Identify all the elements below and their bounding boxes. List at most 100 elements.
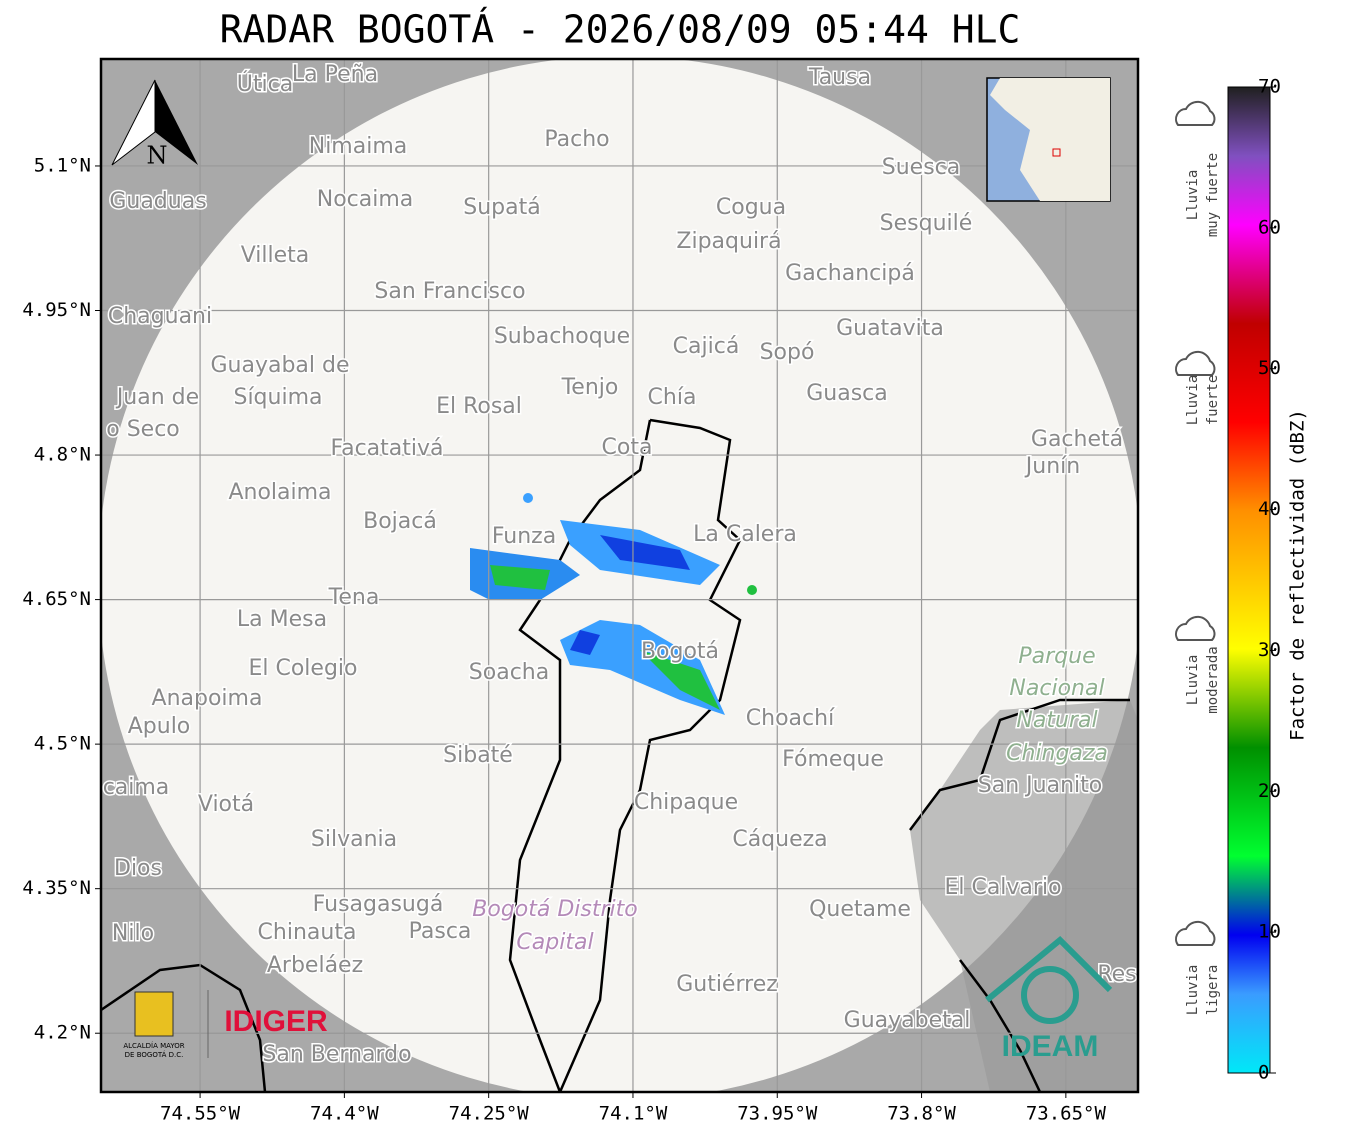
y-tick-label: 4.35°N (22, 877, 91, 899)
place-label: San Bernardo (262, 1042, 411, 1067)
place-label: Chía (648, 385, 697, 410)
place-label: Sesquilé (880, 211, 973, 236)
x-tick-label: 74.25°W (449, 1103, 530, 1125)
place-label: Cota (602, 435, 653, 460)
y-tick-label: 4.65°N (22, 588, 91, 610)
logo-idiger: IDIGER (224, 1005, 328, 1038)
place-label: Natural (1016, 708, 1097, 733)
place-label: Tausa (808, 65, 871, 90)
place-label: Guayabetal (844, 1008, 971, 1033)
place-label: Guatavita (836, 316, 944, 341)
place-label: Guasca (806, 381, 888, 406)
boundary (101, 698, 1130, 1092)
place-label: Gachancipá (785, 261, 915, 286)
place-label: Anapoima (152, 686, 263, 711)
rain-category: Lluvia fuerte (1175, 350, 1221, 426)
colorbar-tick-label: 70 (1258, 76, 1281, 98)
boundary (508, 419, 652, 1092)
inset-map (986, 77, 1111, 202)
colorbar-tick-label: 10 (1258, 921, 1281, 943)
place-label: Zipaquirá (676, 229, 781, 254)
rain-category-label: Lluvia (1185, 655, 1201, 706)
x-tick-label: 73.95°W (737, 1103, 818, 1125)
place-label: Nilo (112, 921, 154, 946)
place-label: Capital (516, 930, 593, 955)
place-label: Nocaima (317, 187, 414, 212)
place-label: Juan de (115, 385, 199, 410)
place-label: Facatativá (330, 436, 443, 461)
logo-ideam: IDEAM (1002, 1030, 1099, 1063)
place-label: Subachoque (494, 324, 630, 349)
place-label: Viotá (198, 792, 254, 817)
place-label: La Calera (693, 522, 797, 547)
rain-category-label: moderada (1205, 646, 1221, 713)
place-label: Chinauta (258, 920, 357, 945)
colorbar-tick-label: 30 (1258, 639, 1281, 661)
place-label: Útica (237, 71, 293, 97)
colorbar-tick-label: 20 (1258, 780, 1281, 802)
radar-coverage (101, 59, 1138, 1092)
place-label: Síquima (233, 385, 322, 410)
north-label: N (147, 142, 168, 170)
place-label: Tena (328, 585, 380, 610)
place-label: Chingaza (1006, 741, 1108, 766)
place-label: San Juanito (978, 773, 1102, 798)
place-label: Tenjo (561, 375, 619, 400)
place-label: Quetame (809, 897, 911, 922)
place-label: caima (103, 775, 170, 800)
place-label: Villeta (241, 243, 310, 268)
place-label: Funza (492, 524, 556, 549)
place-label: La Mesa (237, 607, 327, 632)
place-label: o Seco (106, 417, 180, 442)
north-arrow: N (111, 79, 198, 170)
place-label: Junín (1024, 454, 1080, 479)
place-label: Sibaté (443, 743, 513, 768)
rain-category-label: Lluvia (1185, 965, 1201, 1016)
place-label: Bogotá (641, 639, 719, 664)
place-label: Pacho (544, 127, 609, 152)
x-tick-label: 74.4°W (310, 1103, 379, 1125)
colorbar-tick-label: 40 (1258, 498, 1281, 520)
colorbar-tick-label: 60 (1258, 216, 1281, 238)
place-label: El Colegio (248, 656, 357, 681)
logo-text: DE BOGOTÁ D.C. (125, 1050, 184, 1059)
logos: ALCALDÍA MAYOR DE BOGOTÁ D.C. IDIGER IDE… (123, 935, 1113, 1063)
place-label: Sopó (760, 340, 815, 365)
y-tick-label: 4.8°N (34, 444, 91, 466)
place-label: Guayabal de (210, 353, 349, 378)
place-label: Silvania (311, 827, 397, 852)
colorbar (1227, 86, 1271, 1074)
radar-echoes (470, 493, 757, 715)
place-label: Fómeque (782, 747, 884, 772)
y-tick-label: 4.5°N (34, 733, 91, 755)
grid (101, 59, 1138, 1092)
rain-category-label: ligera (1205, 965, 1221, 1016)
place-label: Supatá (463, 195, 540, 220)
place-label: Parque (1018, 644, 1095, 669)
place-label: Bogotá Distrito (472, 897, 637, 922)
weather-icon (1175, 615, 1216, 641)
boundary (558, 418, 742, 1092)
place-label: Bojacá (363, 509, 437, 534)
place-label: Soacha (469, 660, 549, 685)
place-label: Choachí (746, 706, 835, 731)
place-label: Cogua (716, 195, 786, 220)
place-label: La Peña (292, 62, 378, 87)
place-label: El Rosal (436, 394, 522, 419)
logo-text: ALCALDÍA MAYOR (123, 1041, 184, 1050)
map-frame (99, 57, 1140, 1094)
place-label: Pasca (409, 919, 472, 944)
place-label: Guaduas (109, 189, 206, 214)
place-label: El Calvario (944, 875, 1061, 900)
colorbar-tick-label: 50 (1258, 357, 1281, 379)
x-tick-label: 73.8°W (887, 1103, 956, 1125)
place-label: San Francisco (374, 279, 525, 304)
x-tick-label: 73.65°W (1026, 1103, 1107, 1125)
rain-category: Lluvia ligera (1175, 920, 1221, 1016)
title: RADAR BOGOTÁ - 2026/08/09 05:44 HLC (220, 8, 1021, 52)
rain-category-label: Lluvia (1185, 375, 1201, 426)
weather-icon (1175, 350, 1216, 376)
